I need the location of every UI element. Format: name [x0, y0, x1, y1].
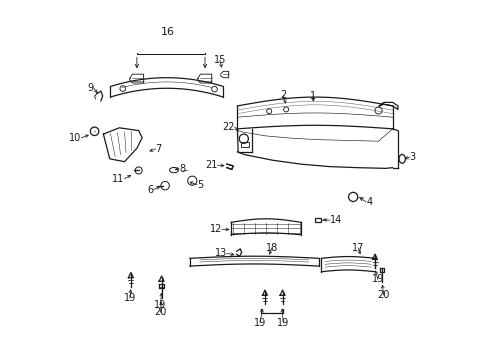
Text: 22: 22 — [222, 122, 234, 132]
Text: 19: 19 — [253, 318, 265, 328]
Text: 20: 20 — [377, 291, 389, 300]
Bar — [314, 218, 321, 222]
Text: 4: 4 — [366, 197, 371, 207]
Bar — [241, 141, 248, 147]
Text: 9: 9 — [87, 82, 93, 93]
Text: 19: 19 — [371, 274, 383, 284]
Text: 19: 19 — [154, 300, 166, 310]
Text: 16: 16 — [161, 27, 175, 37]
Text: 19: 19 — [277, 318, 289, 328]
Text: 18: 18 — [265, 243, 278, 253]
Text: 15: 15 — [213, 55, 225, 65]
Text: 5: 5 — [197, 180, 203, 190]
Text: 2: 2 — [280, 90, 286, 100]
Polygon shape — [226, 164, 233, 170]
Text: 11: 11 — [112, 174, 124, 184]
Text: 17: 17 — [351, 243, 364, 253]
Text: 7: 7 — [155, 144, 162, 154]
Text: 21: 21 — [205, 160, 217, 170]
Text: 20: 20 — [154, 307, 166, 317]
Text: 14: 14 — [329, 215, 342, 225]
Text: 1: 1 — [309, 91, 316, 101]
Text: 6: 6 — [147, 185, 153, 194]
Text: 3: 3 — [409, 152, 415, 162]
Text: 10: 10 — [69, 133, 81, 143]
Text: 8: 8 — [179, 164, 185, 174]
Text: 13: 13 — [214, 248, 226, 258]
Text: 12: 12 — [209, 224, 222, 234]
Text: 19: 19 — [123, 293, 136, 303]
